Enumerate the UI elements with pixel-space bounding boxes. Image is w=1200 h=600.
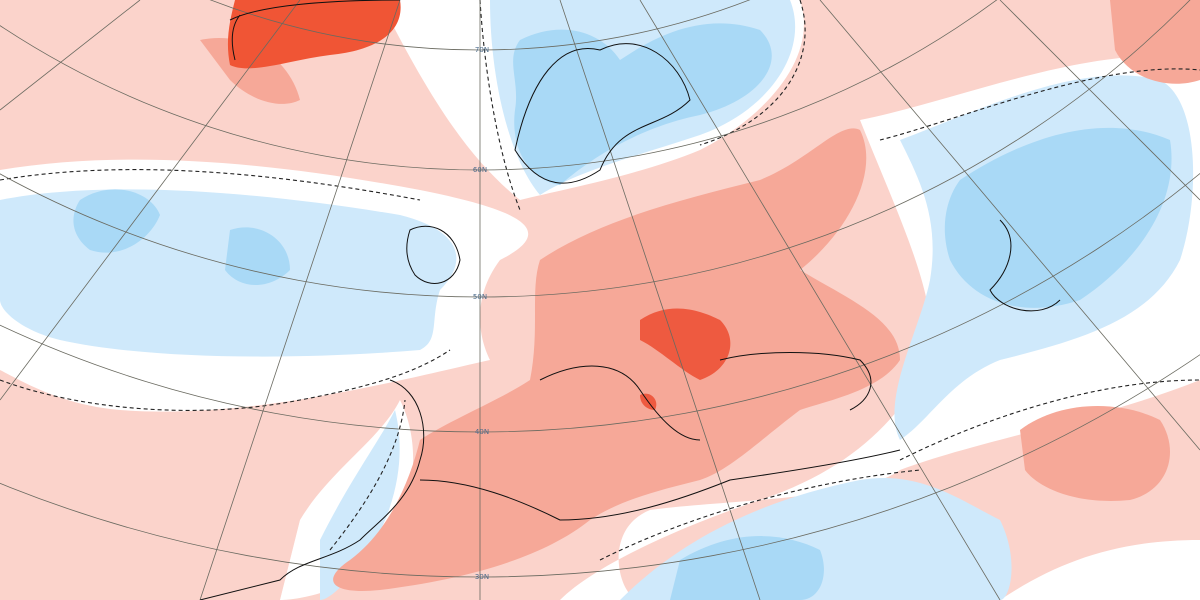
warm-anomaly	[200, 38, 300, 104]
cool-anomaly-strong	[944, 127, 1172, 308]
meridian	[819, 0, 1200, 451]
warm-anomaly-strong	[640, 308, 731, 380]
latitude-label: 50N	[473, 293, 487, 301]
coastline	[514, 43, 691, 184]
latitude-label: 40N	[475, 428, 489, 436]
warm-anomaly	[1020, 406, 1170, 501]
warm-anomaly-strong	[227, 0, 401, 69]
coastline	[989, 219, 1061, 312]
warm-anomaly	[1110, 0, 1200, 84]
meridian	[559, 0, 761, 600]
contour	[879, 68, 1200, 461]
latitude-label: 70N	[475, 46, 489, 54]
contour	[479, 0, 806, 211]
coastline	[229, 0, 401, 61]
latitude-label: 60N	[473, 166, 487, 174]
coastline	[406, 225, 461, 284]
coastlines	[199, 0, 1061, 600]
meridian	[999, 0, 1200, 201]
meridian	[639, 0, 1001, 600]
meridian	[0, 0, 141, 111]
meridian	[199, 0, 401, 600]
coastline	[539, 352, 872, 441]
contour	[0, 169, 451, 411]
warm-anomaly	[333, 128, 900, 591]
cool-anomaly-strong	[513, 23, 772, 185]
coastline	[199, 379, 901, 600]
cool-anomaly-strong	[670, 536, 824, 600]
contour	[329, 399, 921, 561]
cool-anomaly	[320, 410, 400, 600]
meridian	[0, 0, 301, 401]
cool-anomaly-strong	[225, 227, 290, 285]
latitude-label: 30N	[475, 573, 489, 581]
